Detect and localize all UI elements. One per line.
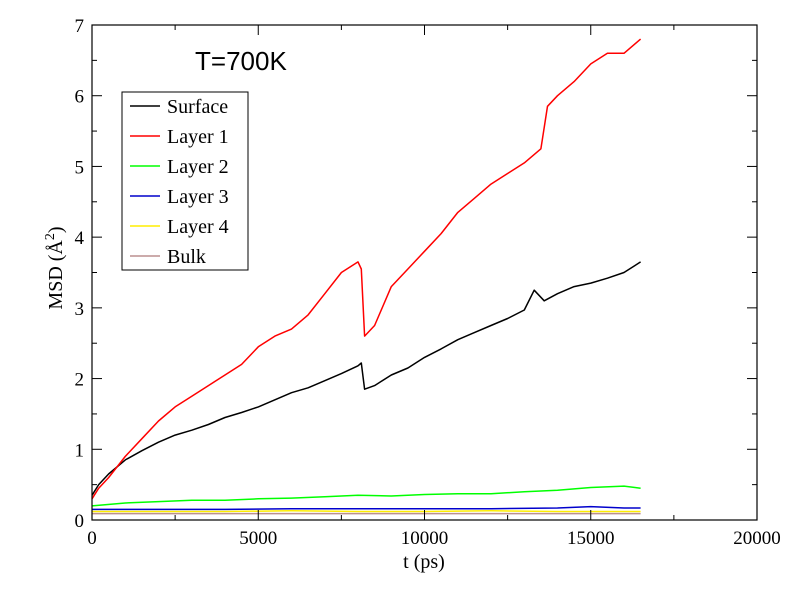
y-tick-label: 3 xyxy=(75,299,85,320)
y-axis-label-close: ) xyxy=(45,226,67,233)
y-tick-label: 7 xyxy=(75,16,85,37)
legend-label-bulk: Bulk xyxy=(167,246,206,268)
y-tick-label: 0 xyxy=(75,511,85,532)
x-tick-label: 10000 xyxy=(401,528,449,549)
ticks-layer: 0 5000 10000 15000 20000 0 1 2 3 4 5 6 7 xyxy=(75,16,781,549)
series-line-surface xyxy=(91,261,642,496)
series-line-layer-2 xyxy=(91,485,641,507)
temperature-annotation: T=700K xyxy=(195,46,287,76)
series-line-layer-4 xyxy=(92,510,641,513)
y-axis-label: MSD (Å2) xyxy=(43,226,67,309)
legend-label-layer-2: Layer 2 xyxy=(167,156,229,178)
y-tick-label: 2 xyxy=(75,370,85,391)
legend: Surface Layer 1 Layer 2 Layer 3 Layer 4 Bulk xyxy=(121,91,249,271)
y-axis-label-unit: Å xyxy=(45,240,67,255)
y-axis-label-main: MSD ( xyxy=(45,254,67,309)
y-tick-label: 6 xyxy=(75,87,85,108)
legend-label-layer-3: Layer 3 xyxy=(167,186,229,208)
y-tick-label: 5 xyxy=(75,157,85,178)
y-tick-label: 1 xyxy=(75,440,85,461)
legend-label-surface: Surface xyxy=(167,96,228,118)
x-tick-label: 5000 xyxy=(239,528,277,549)
x-axis-label: t (ps) xyxy=(403,551,445,573)
x-tick-label: 0 xyxy=(87,528,97,549)
series-line-layer-1 xyxy=(91,38,642,500)
legend-box xyxy=(121,91,249,271)
series-line-layer-3 xyxy=(92,505,641,511)
x-tick-label: 20000 xyxy=(733,528,781,549)
x-tick-label: 15000 xyxy=(567,528,615,549)
y-tick-label: 4 xyxy=(75,228,85,249)
y-axis-label-exponent: 2 xyxy=(43,233,58,240)
legend-label-layer-4: Layer 4 xyxy=(167,216,229,238)
legend-label-layer-1: Layer 1 xyxy=(167,126,229,148)
